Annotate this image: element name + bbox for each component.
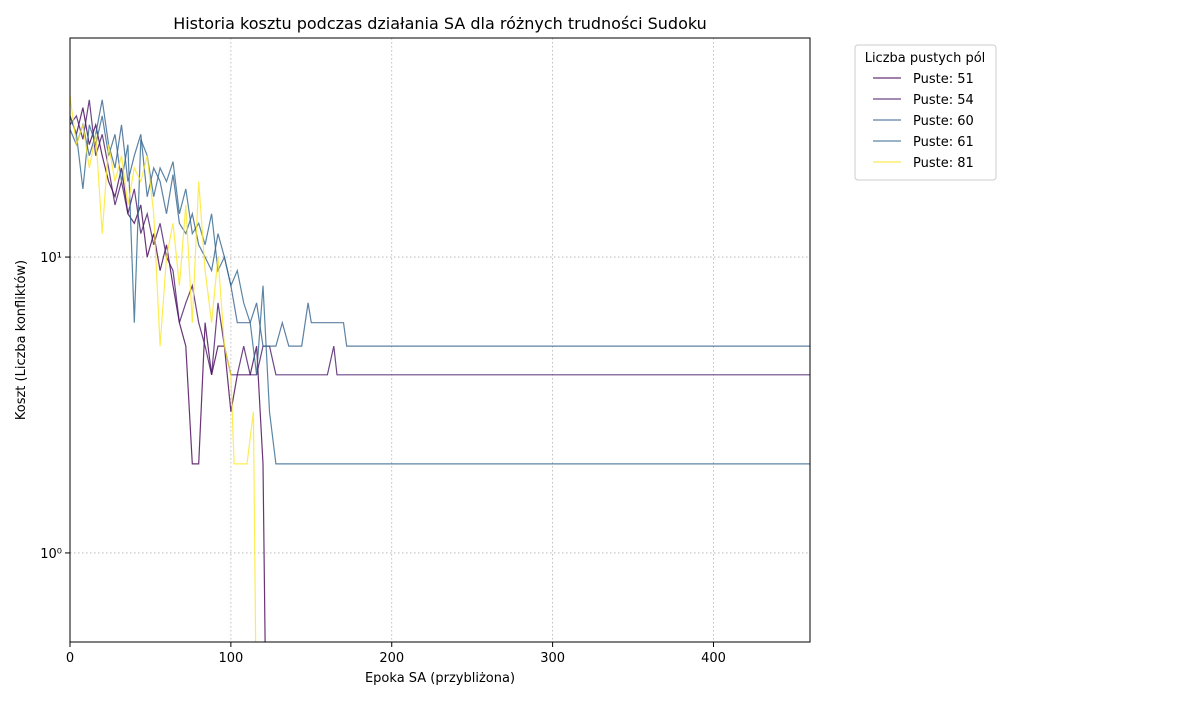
plot-frame [69,37,811,643]
y-tick-label: 10¹ [40,251,62,266]
series-line [70,99,810,347]
legend-title: Liczba pustych pól [865,51,986,66]
series-line [70,96,257,642]
series-line [70,115,810,465]
legend-box [854,44,997,181]
x-tick-label: 100 [218,651,243,666]
x-tick-label: 400 [701,651,726,666]
x-tick-label: 200 [379,651,404,666]
legend-label: Puste: 61 [913,135,974,150]
legend-label: Puste: 54 [913,93,974,108]
legend-label: Puste: 60 [913,114,974,129]
series-line [70,99,810,376]
plot-area [70,96,810,642]
x-axis-label: Epoka SA (przybliżona) [365,671,515,686]
chart-title: Historia kosztu podczas działania SA dla… [173,14,707,33]
legend-label: Puste: 51 [913,72,974,87]
series-line [70,107,266,642]
y-axis-label: Koszt (Liczba konfliktów) [14,260,29,420]
x-tick-label: 300 [540,651,565,666]
y-tick-label: 10⁰ [40,547,62,562]
x-tick-label: 0 [66,651,74,666]
legend-label: Puste: 81 [913,156,974,171]
